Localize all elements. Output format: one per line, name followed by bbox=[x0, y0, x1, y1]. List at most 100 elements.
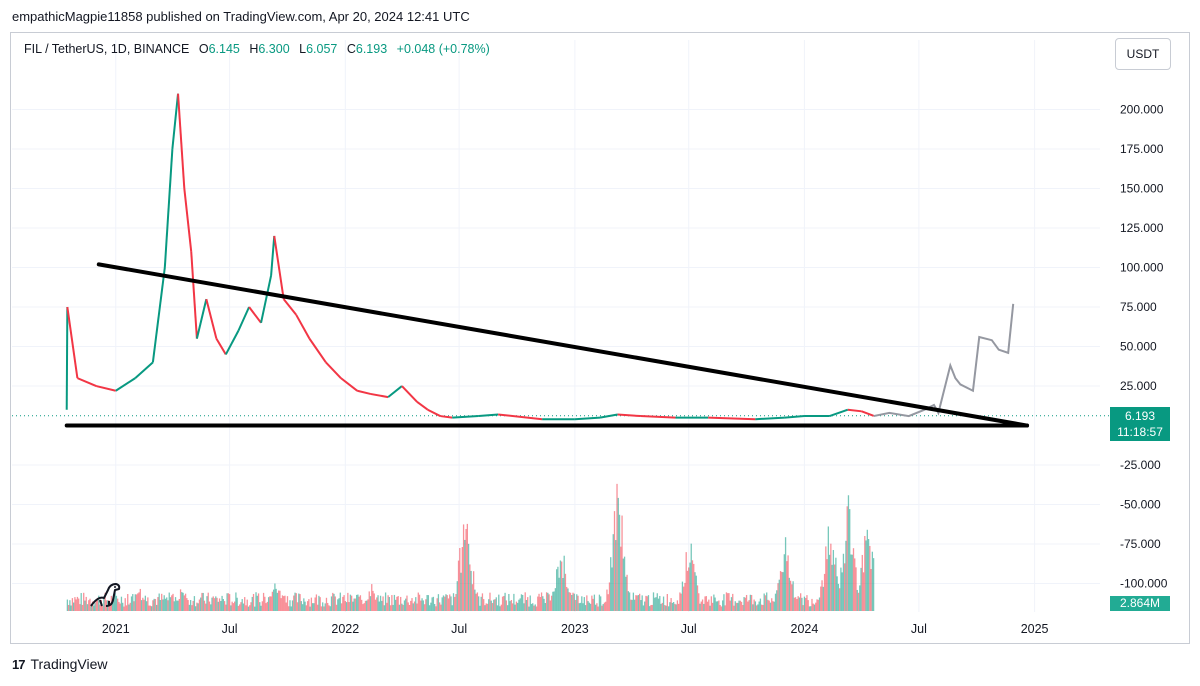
volume-bar bbox=[730, 597, 733, 611]
volume-bar bbox=[720, 606, 723, 611]
volume-bar bbox=[178, 598, 180, 611]
volume-bar bbox=[862, 572, 865, 611]
volume-bar bbox=[584, 605, 587, 611]
volume-bar bbox=[598, 594, 601, 611]
volume-bar bbox=[486, 603, 489, 611]
volume-bar bbox=[200, 597, 202, 611]
change-value: +0.048 (+0.78%) bbox=[396, 42, 490, 56]
volume-bar bbox=[522, 594, 524, 611]
footer-brand[interactable]: TradingView bbox=[30, 656, 108, 672]
volume-bar bbox=[801, 597, 803, 611]
volume-bar bbox=[657, 598, 660, 611]
volume-bar bbox=[779, 571, 782, 611]
volume-bar bbox=[266, 601, 269, 611]
volume-bar bbox=[481, 593, 484, 611]
volume-bar bbox=[301, 604, 304, 611]
price-segment bbox=[574, 416, 601, 421]
volume-bar bbox=[455, 594, 457, 611]
volume-bar bbox=[539, 596, 541, 611]
volume-bar bbox=[700, 601, 702, 611]
symbol-name[interactable]: FIL / TetherUS, 1D, BINANCE bbox=[24, 42, 190, 56]
volume-bar bbox=[704, 596, 706, 611]
volume-bar bbox=[296, 602, 299, 611]
volume-bar bbox=[465, 529, 467, 611]
volume-bar bbox=[298, 593, 300, 611]
volume-bar bbox=[67, 604, 70, 611]
volume-bars bbox=[66, 483, 875, 611]
volume-bar bbox=[771, 598, 773, 611]
volume-bar bbox=[759, 598, 762, 611]
volume-bar bbox=[161, 593, 163, 611]
volume-bar bbox=[332, 592, 334, 611]
volume-bar bbox=[505, 600, 507, 611]
volume-bar bbox=[207, 592, 209, 611]
volume-bar bbox=[825, 546, 827, 611]
volume-bar bbox=[75, 599, 77, 611]
volume-bar bbox=[836, 576, 838, 611]
volume-bar bbox=[269, 596, 271, 611]
volume-bar bbox=[364, 600, 367, 611]
volume-bar bbox=[485, 603, 487, 611]
volume-bar bbox=[630, 599, 632, 611]
volume-bar bbox=[557, 566, 559, 611]
volume-bar bbox=[280, 598, 282, 611]
volume-bar bbox=[90, 604, 92, 611]
volume-bar bbox=[715, 601, 718, 611]
volume-bar bbox=[548, 594, 550, 611]
volume-bar bbox=[225, 604, 227, 611]
volume-bar bbox=[244, 597, 246, 611]
volume-bar bbox=[186, 598, 188, 611]
price-segment bbox=[308, 338, 327, 363]
volume-bar bbox=[367, 599, 369, 611]
volume-bar bbox=[532, 603, 534, 611]
volume-bar bbox=[786, 561, 788, 611]
volume-bar bbox=[278, 590, 280, 611]
volume-bar bbox=[211, 597, 213, 611]
volume-bar bbox=[340, 603, 343, 611]
volume-bar bbox=[832, 550, 835, 611]
volume-bar bbox=[328, 605, 330, 611]
currency-unit-button[interactable]: USDT bbox=[1115, 38, 1171, 70]
volume-bar bbox=[142, 597, 144, 611]
volume-bar bbox=[835, 557, 837, 611]
low-label: L bbox=[299, 42, 307, 56]
volume-bar bbox=[628, 592, 631, 611]
volume-bar bbox=[181, 592, 183, 611]
volume-bar bbox=[324, 603, 326, 611]
volume-bar bbox=[432, 596, 435, 611]
volume-bar bbox=[586, 595, 588, 611]
volume-bar bbox=[596, 603, 598, 611]
volume-bar bbox=[530, 603, 533, 611]
volume-bar bbox=[549, 600, 552, 611]
volume-bar bbox=[288, 606, 290, 611]
volume-bar bbox=[395, 599, 397, 611]
volume-bar bbox=[617, 497, 619, 611]
volume-bar bbox=[631, 599, 633, 611]
price-series bbox=[65, 93, 874, 421]
chart-frame bbox=[10, 32, 1190, 644]
volume-bar bbox=[272, 589, 275, 611]
volume-bar bbox=[300, 601, 302, 611]
volume-bar bbox=[156, 604, 158, 611]
volume-bar bbox=[232, 603, 235, 611]
price-segment bbox=[183, 188, 193, 252]
y-tick-label: 100.000 bbox=[1120, 261, 1164, 275]
volume-bar bbox=[778, 579, 780, 611]
volume-bar bbox=[625, 576, 627, 611]
volume-bar bbox=[470, 570, 472, 611]
volume-bar bbox=[739, 600, 741, 611]
volume-bar bbox=[612, 534, 614, 611]
volume-bar bbox=[430, 602, 432, 611]
volume-bar bbox=[601, 605, 603, 611]
price-segment bbox=[708, 416, 756, 421]
volume-bar bbox=[319, 597, 321, 611]
volume-bar bbox=[714, 597, 716, 611]
volume-bar bbox=[797, 596, 799, 611]
volume-bar bbox=[150, 606, 153, 611]
y-tick-label: 200.000 bbox=[1120, 103, 1164, 117]
volume-bar bbox=[237, 605, 240, 611]
volume-bar bbox=[544, 602, 546, 611]
volume-bar bbox=[805, 598, 807, 611]
price-segment bbox=[401, 385, 418, 403]
